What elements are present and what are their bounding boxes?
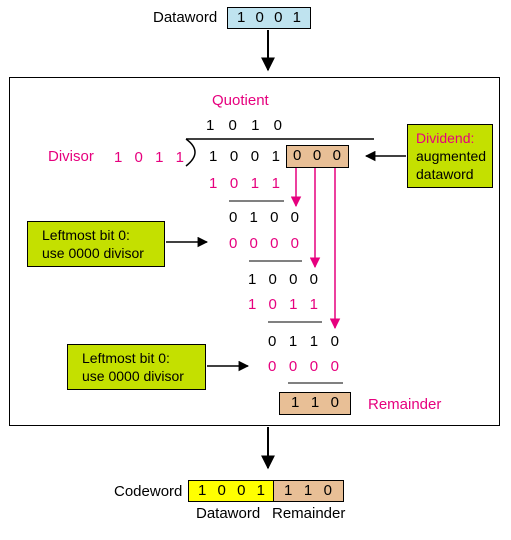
- codeword-remainder-caption: Remainder: [272, 505, 346, 522]
- callout-line: Leftmost bit 0:: [82, 350, 170, 366]
- divisor-digits: 1 0 1 1: [114, 149, 184, 166]
- remainder-box: 1 1 0: [279, 392, 351, 415]
- bit: 1: [309, 333, 319, 350]
- bit: 0: [274, 9, 283, 26]
- bit: 1: [271, 175, 280, 192]
- bit: 1: [250, 175, 260, 192]
- bit: 1: [256, 482, 265, 499]
- bit: 1: [284, 482, 293, 499]
- bit: 1: [155, 149, 164, 166]
- bit: 0: [290, 235, 299, 252]
- bit: 0: [250, 148, 260, 165]
- bit: 1: [292, 9, 301, 26]
- step2-remainder-digits: 0 1 0 0: [229, 209, 299, 226]
- codeword-remainder-box: 1 1 0: [273, 480, 344, 502]
- codeword-data-box: 1 0 0 1: [188, 480, 274, 502]
- bit: 1: [198, 482, 207, 499]
- augmented-zeros-box: 0 0 0: [286, 145, 349, 168]
- bit: 0: [249, 235, 258, 252]
- bit: 1: [209, 148, 218, 165]
- bit: 0: [229, 175, 239, 192]
- step4-remainder-digits: 0 1 1 0: [268, 333, 339, 350]
- bit: 0: [309, 358, 319, 375]
- leftmost-bit-callout-2: Leftmost bit 0: use 0000 divisor: [67, 344, 206, 390]
- bit: 0: [268, 296, 277, 313]
- callout-line: use 0000 divisor: [42, 245, 144, 261]
- bit: 0: [237, 482, 246, 499]
- bit: 1: [291, 394, 300, 411]
- bit: 1: [251, 117, 260, 134]
- bit: 1: [209, 175, 218, 192]
- remainder-label: Remainder: [368, 396, 442, 413]
- bit: 0: [273, 117, 282, 134]
- bit: 0: [330, 333, 339, 350]
- bit: 0: [255, 9, 264, 26]
- bit: 1: [271, 148, 280, 165]
- bit: 1: [248, 271, 257, 288]
- bit: 0: [229, 235, 238, 252]
- dividend-data-digits: 1 0 0 1: [209, 148, 280, 165]
- step1-divisor-digits: 1 0 1 1: [209, 175, 280, 192]
- leftmost-bit-callout-1: Leftmost bit 0: use 0000 divisor: [27, 221, 165, 267]
- bit: 0: [309, 271, 318, 288]
- bit: 0: [217, 482, 226, 499]
- top-dataword-label: Dataword: [153, 9, 218, 26]
- bit: 0: [228, 117, 237, 134]
- bit: 0: [229, 148, 239, 165]
- bit: 0: [289, 271, 298, 288]
- callout-line: use 0000 divisor: [82, 368, 184, 384]
- bit: 0: [134, 149, 143, 166]
- bit: 0: [290, 209, 299, 226]
- divisor-label: Divisor: [48, 148, 94, 165]
- bit: 0: [229, 209, 238, 226]
- dividend-callout-line1: augmented: [416, 148, 487, 164]
- bit: 0: [268, 333, 277, 350]
- bit: 0: [270, 235, 279, 252]
- bit: 0: [270, 209, 279, 226]
- bit: 1: [288, 333, 298, 350]
- dividend-callout-line2: dataword: [416, 166, 474, 182]
- codeword-dataword-caption: Dataword: [196, 505, 261, 522]
- bit: 1: [309, 296, 318, 313]
- bit: 0: [293, 147, 302, 164]
- quotient-digits: 1 0 1 0: [206, 117, 282, 134]
- step4-divisor-digits: 0 0 0 0: [268, 358, 339, 375]
- bit: 0: [323, 482, 332, 499]
- bit: 1: [310, 394, 320, 411]
- bit: 0: [332, 147, 341, 164]
- bit: 0: [268, 271, 277, 288]
- step2-divisor-digits: 0 0 0 0: [229, 235, 299, 252]
- dividend-callout-title: Dividend:: [416, 130, 475, 146]
- bit: 1: [289, 296, 298, 313]
- quotient-label: Quotient: [212, 92, 269, 109]
- codeword-label: Codeword: [114, 483, 183, 500]
- bit: 0: [330, 358, 339, 375]
- bit: 0: [268, 358, 277, 375]
- bit: 1: [303, 482, 313, 499]
- division-bracket: [185, 138, 196, 167]
- callout-line: Leftmost bit 0:: [42, 227, 130, 243]
- bit: 1: [248, 296, 257, 313]
- bit: 1: [175, 149, 184, 166]
- step3-divisor-digits: 1 0 1 1: [248, 296, 318, 313]
- dividend-callout: Dividend: augmented dataword: [407, 124, 493, 188]
- bit: 0: [288, 358, 298, 375]
- bit: 1: [237, 9, 246, 26]
- top-dataword-box: 1 0 0 1: [227, 7, 311, 29]
- division-frame: [9, 77, 500, 426]
- bit: 1: [114, 149, 123, 166]
- step3-remainder-digits: 1 0 0 0: [248, 271, 318, 288]
- bit: 0: [330, 394, 339, 411]
- bit: 0: [312, 147, 322, 164]
- bit: 1: [206, 117, 215, 134]
- bit: 1: [249, 209, 258, 226]
